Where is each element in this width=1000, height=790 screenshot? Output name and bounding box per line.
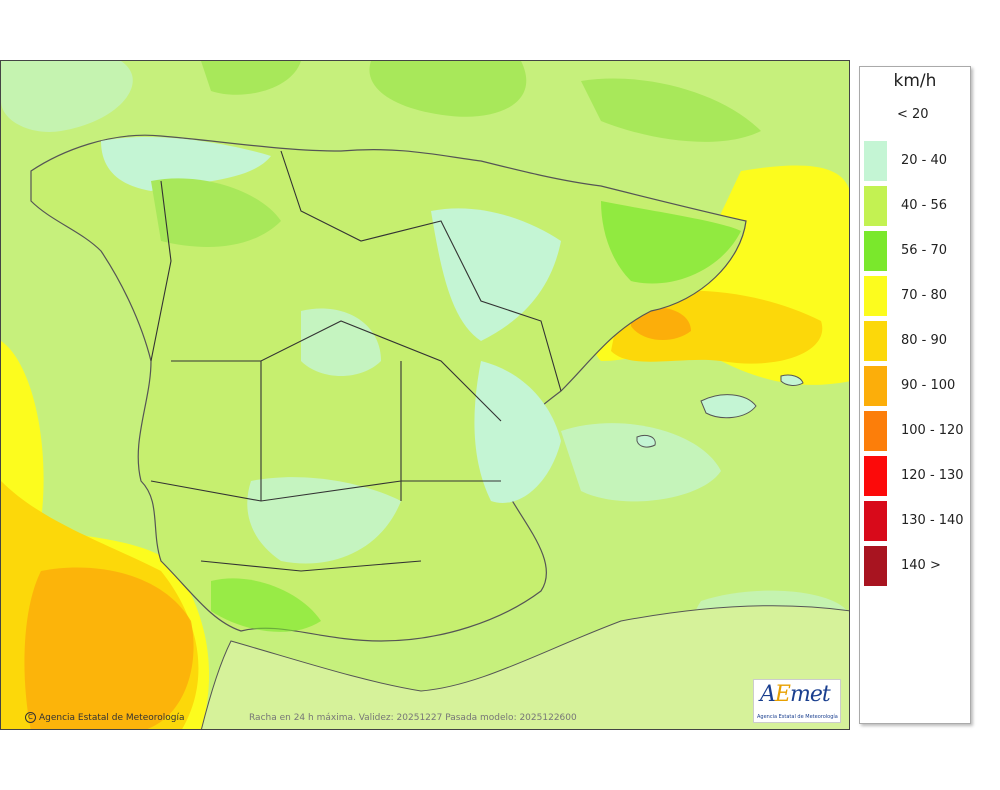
legend-label: 20 - 40: [901, 153, 948, 168]
agency-credit-text: Agencia Estatal de Meteorología: [39, 713, 185, 723]
gust-zone-sw-core: [24, 567, 194, 729]
legend-label: 70 - 80: [901, 288, 948, 303]
aemet-logo-word: AEmet: [760, 682, 831, 707]
north-africa: [200, 605, 849, 729]
legend-swatch: [864, 231, 887, 271]
legend-swatch: [864, 186, 887, 226]
wind-gust-map: C Agencia Estatal de Meteorología Racha e…: [0, 60, 850, 730]
agency-credit: C Agencia Estatal de Meteorología: [25, 712, 185, 723]
legend-unit: km/h: [893, 71, 937, 91]
wind-zone-north: [369, 61, 527, 117]
wind-zone-catalonia: [601, 201, 741, 284]
region-borders: [150, 150, 562, 572]
calm-zone-valencia: [474, 361, 561, 503]
wind-zone-north-west: [201, 61, 301, 95]
map-svg: [1, 61, 849, 729]
legend-label: 100 - 120: [901, 423, 964, 438]
calm-zone-balearic: [561, 423, 721, 502]
legend-swatch: [864, 321, 887, 361]
legend-below-label: < 20: [897, 107, 929, 122]
mallorca: [700, 394, 757, 419]
calm-zone-ebro: [431, 208, 561, 341]
aemet-logo-subtitle: Agencia Estatal de Meteorología: [757, 714, 838, 720]
validity-text: Racha en 24 h máxima. Validez: 20251227 …: [249, 713, 577, 723]
wind-zone-gulf: [581, 78, 761, 142]
calm-zone-cantabria: [101, 136, 271, 191]
menorca: [780, 374, 804, 386]
legend-label: 56 - 70: [901, 243, 948, 258]
copyright-icon: C: [25, 712, 36, 723]
calm-zone-andalucia: [247, 477, 401, 564]
legend-label: 40 - 56: [901, 198, 948, 213]
legend-label: 80 - 90: [901, 333, 948, 348]
legend-swatch: [864, 366, 887, 406]
legend-swatch: [864, 141, 887, 181]
legend-label: 90 - 100: [901, 378, 956, 393]
wind-zone-cantabrian-range: [151, 178, 281, 247]
legend-swatch: [864, 276, 887, 316]
gust-zone-east-core: [631, 307, 691, 341]
legend-label: 120 - 130: [901, 468, 964, 483]
legend-swatch: [864, 411, 887, 451]
calm-zone-madrid: [301, 308, 381, 376]
legend-label: 140 >: [901, 558, 941, 573]
legend-swatch: [864, 501, 887, 541]
wind-zone-malaga: [211, 578, 321, 632]
color-legend: km/h < 20 20 - 40 40 - 56 56 - 70 70 - 80 80…: [859, 66, 971, 724]
legend-swatch: [864, 456, 887, 496]
aemet-logo: AEmet Agencia Estatal de Meteorología: [753, 679, 841, 723]
legend-label: 130 - 140: [901, 513, 964, 528]
ibiza: [636, 434, 656, 448]
calm-zone-nw: [1, 61, 133, 132]
legend-swatch: [864, 546, 887, 586]
